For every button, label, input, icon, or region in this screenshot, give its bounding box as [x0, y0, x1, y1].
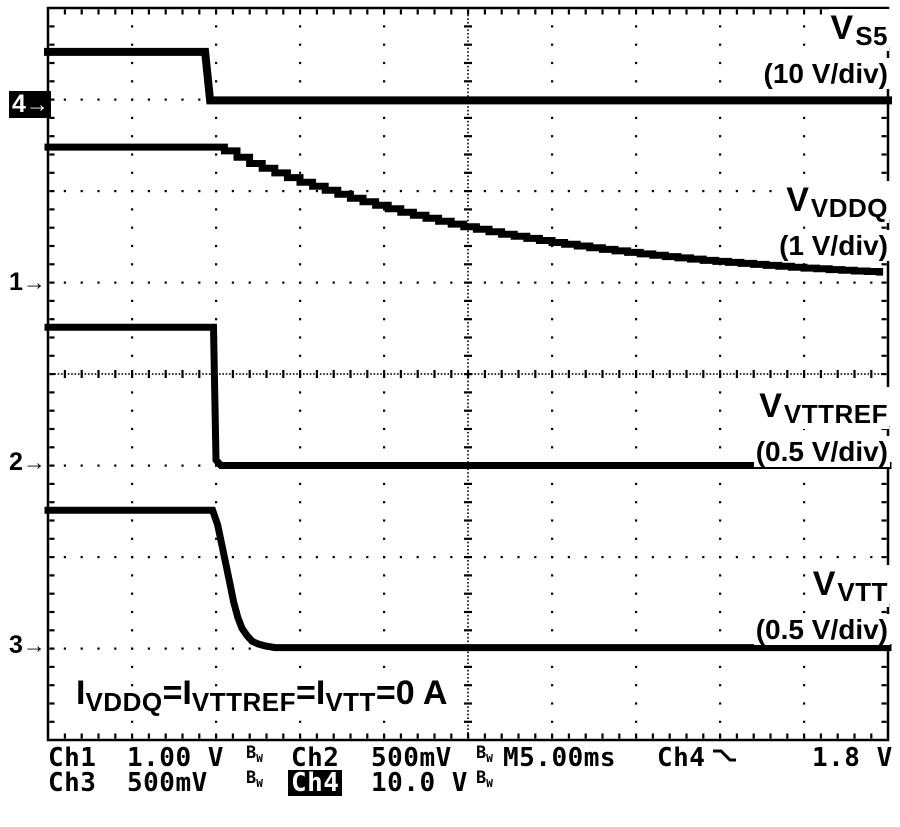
- right-arrow-icon: →: [22, 269, 46, 295]
- right-arrow-icon: →: [22, 632, 46, 659]
- right-arrow-icon: →: [22, 449, 46, 476]
- ch2-label: Ch2: [291, 743, 340, 773]
- trace-v-vddq: [44, 143, 884, 276]
- timebase-value: M5.00ms: [503, 743, 617, 773]
- ch4-zero-marker: 4→: [9, 89, 51, 118]
- right-arrow-icon: →: [25, 90, 49, 117]
- trigger-source: Ch4: [657, 743, 706, 773]
- ch1-marker-number: 1: [9, 268, 23, 296]
- trace-label-vttref: VVTTREF (0.5 V/div): [753, 387, 890, 467]
- trace-label-vs5: VS5 (10 V/div): [761, 9, 890, 89]
- bandwidth-limit-icon: BW: [476, 743, 493, 765]
- bandwidth-limit-icon: BW: [246, 768, 263, 790]
- ch2-zero-marker: 2→: [9, 449, 49, 476]
- ch3-scale-value: 500mV: [127, 768, 208, 798]
- trace-label-vtt: VVTT (0.5 V/div): [753, 565, 890, 645]
- ch3-zero-marker: 3→: [9, 632, 49, 659]
- trace-v-vttref: [44, 323, 892, 469]
- ch1-label: Ch1: [48, 743, 97, 773]
- ch2-marker-number: 2: [9, 448, 23, 477]
- trigger-level: 1.8 V: [812, 743, 893, 773]
- bandwidth-limit-icon: BW: [246, 743, 263, 765]
- ch3-marker-number: 3: [9, 631, 23, 660]
- ch4-label-selected: Ch4: [288, 770, 343, 796]
- trace-v-vtt: [44, 506, 892, 652]
- trace-v-s5: [44, 47, 892, 105]
- bandwidth-limit-icon: BW: [476, 768, 493, 790]
- ch2-scale-value: 500mV: [371, 743, 452, 773]
- ch1-scale-value: 1.00 V: [127, 743, 224, 773]
- ch1-zero-marker: 1→: [9, 269, 49, 296]
- ch3-label: Ch3: [48, 768, 97, 798]
- trace-label-vddq: VVDDQ (1 V/div): [777, 181, 890, 261]
- falling-edge-trigger-icon: [712, 748, 738, 769]
- ch4-scale-value: 10.0 V: [371, 768, 468, 798]
- load-current-annotation: IVDDQ=IVTTREF=IVTT=0 A: [76, 674, 448, 718]
- ch4-marker-number: 4: [12, 89, 26, 118]
